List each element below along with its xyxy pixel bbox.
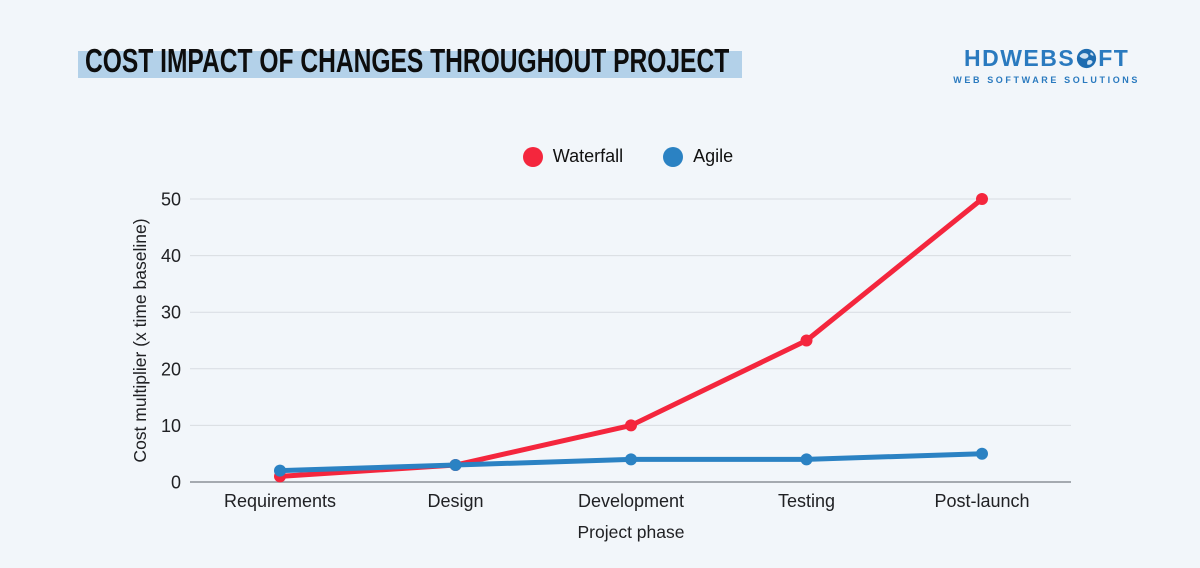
page-title: COST IMPACT OF CHANGES THROUGHOUT PROJEC…	[85, 44, 950, 77]
svg-text:Testing: Testing	[778, 491, 835, 511]
agile-point-2	[625, 453, 637, 466]
waterfall-point-2	[625, 419, 637, 432]
grid-lines	[190, 198, 1071, 483]
svg-text:40: 40	[161, 246, 181, 266]
svg-text:0: 0	[171, 473, 181, 493]
svg-text:Cost multiplier (x time baseli: Cost multiplier (x time baseline)	[130, 218, 150, 462]
agile-point-3	[800, 453, 813, 466]
svg-text:Design: Design	[427, 491, 483, 511]
waterfall-line	[277, 196, 985, 479]
legend-item-agile: Agile	[663, 146, 733, 167]
svg-text:30: 30	[161, 303, 181, 323]
svg-text:Requirements: Requirements	[224, 491, 336, 511]
agile-legend-marker	[663, 146, 684, 167]
svg-text:Post-launch: Post-launch	[934, 491, 1029, 511]
chart-legend: Waterfall Agile	[28, 146, 1200, 167]
waterfall-legend-marker	[522, 146, 543, 167]
y-axis-tick-labels: 0 10 20 30 40 50	[161, 190, 181, 493]
logo-text-prefix: HDWEBS	[963, 45, 1076, 71]
svg-text:10: 10	[161, 416, 181, 436]
hdwebsoft-logo: HDWEBS FT WEB SOFTWARE SOLUTIONS	[953, 45, 1140, 85]
legend-item-waterfall: Waterfall	[522, 146, 624, 167]
logo-tagline: WEB SOFTWARE SOLUTIONS	[953, 75, 1140, 85]
agile-legend-label: Agile	[693, 146, 734, 166]
waterfall-legend-label: Waterfall	[552, 146, 624, 166]
svg-text:50: 50	[161, 190, 181, 210]
title-highlight	[78, 51, 742, 78]
series-agile	[274, 447, 988, 477]
agile-point-4	[976, 447, 988, 460]
x-axis-category-labels: Requirements Design Development Testing Post…	[224, 491, 1030, 511]
logo-wordmark: HDWEBS FT	[964, 45, 1129, 72]
logo-text-suffix: FT	[1098, 45, 1130, 71]
waterfall-point-3	[800, 334, 813, 347]
agile-point-1	[449, 459, 462, 472]
agile-point-0	[274, 464, 286, 477]
waterfall-point-4	[976, 193, 988, 205]
series-waterfall	[274, 193, 988, 483]
svg-text:20: 20	[161, 359, 181, 379]
page-title-text: COST IMPACT OF CHANGES THROUGHOUT PROJEC…	[85, 42, 730, 79]
svg-text:Development: Development	[578, 491, 684, 511]
axis-titles: Project phase Cost multiplier (x time bas…	[130, 218, 685, 542]
svg-text:Project phase: Project phase	[577, 522, 684, 542]
globe-icon	[1077, 48, 1097, 69]
